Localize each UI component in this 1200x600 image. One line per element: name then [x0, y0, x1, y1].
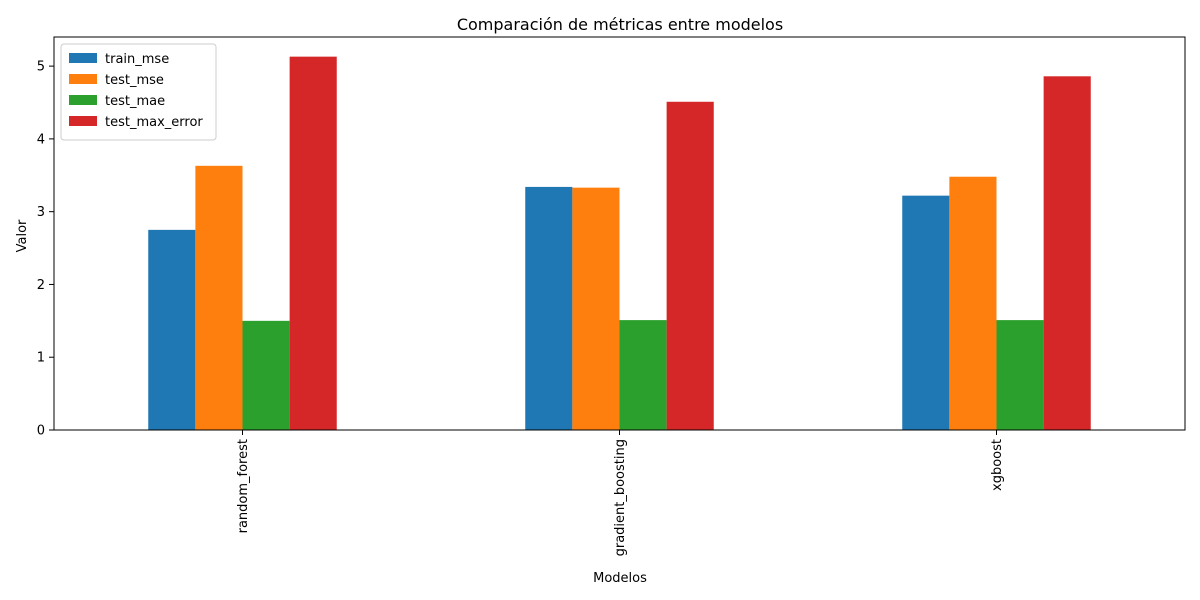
- legend-swatch-test_max_error: [69, 116, 97, 126]
- legend-label-test_max_error: test_max_error: [105, 115, 203, 130]
- x-tick-label: random_forest: [236, 439, 251, 533]
- legend-swatch-train_mse: [69, 53, 97, 63]
- legend: train_mse test_mse test_mae test_max_error: [60, 43, 217, 141]
- y-tick-label: 2: [37, 278, 45, 293]
- bar-test_max_error-xgboost: [1043, 76, 1091, 431]
- x-axis: random_forest gradient_boosting xgboost: [236, 430, 1005, 556]
- y-tick-label: 1: [37, 351, 45, 366]
- y-tick-label: 5: [37, 60, 45, 75]
- chart-title: Comparación de métricas entre modelos: [457, 15, 783, 34]
- legend-label-test_mse: test_mse: [105, 73, 164, 88]
- bar-test_mae-random_forest: [242, 320, 290, 430]
- x-tick-label: xgboost: [990, 439, 1005, 491]
- bar-train_mse-xgboost: [902, 195, 950, 430]
- plot-area: [53, 36, 1186, 431]
- bar-test_max_error-gradient_boosting: [666, 101, 714, 431]
- y-tick-label: 4: [37, 132, 45, 147]
- y-tick-label: 0: [37, 424, 45, 439]
- bar-test_mae-gradient_boosting: [619, 320, 667, 430]
- bar-test_mae-xgboost: [996, 320, 1044, 430]
- legend-label-test_mae: test_mae: [105, 94, 165, 109]
- x-axis-label: Modelos: [593, 571, 647, 586]
- y-axis: 0 1 2 3 4 5: [37, 60, 54, 439]
- bar-train_mse-gradient_boosting: [525, 186, 573, 430]
- x-tick-label: gradient_boosting: [613, 439, 628, 556]
- bar-train_mse-random_forest: [148, 229, 196, 430]
- legend-swatch-test_mae: [69, 95, 97, 105]
- legend-box: [60, 43, 217, 141]
- legend-label-train_mse: train_mse: [105, 52, 169, 67]
- bar-test_mse-random_forest: [195, 165, 243, 431]
- y-tick-label: 3: [37, 205, 45, 220]
- bar-test_mse-xgboost: [949, 176, 997, 430]
- y-axis-label: Valor: [15, 219, 30, 252]
- bar-test_mse-gradient_boosting: [572, 187, 620, 430]
- legend-swatch-test_mse: [69, 74, 97, 84]
- bar-test_max_error-random_forest: [289, 56, 337, 431]
